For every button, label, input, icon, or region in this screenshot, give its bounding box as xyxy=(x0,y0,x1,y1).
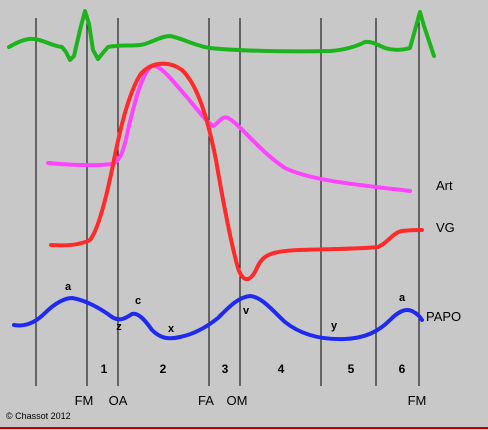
wave-label-a: a xyxy=(65,281,72,293)
ventricular-pressure-trace xyxy=(49,61,424,282)
event-label-om: OM xyxy=(227,393,248,408)
phase-label: 5 xyxy=(348,362,355,376)
phase-divider-lines xyxy=(35,18,420,386)
valve-event-labels: FM OA FA OM FM xyxy=(75,393,427,408)
wave-label-v: v xyxy=(243,305,250,317)
wave-label-x: x xyxy=(168,323,175,335)
wave-label-z: z xyxy=(116,321,122,333)
ecg-trace xyxy=(7,9,436,62)
event-label-fa: FA xyxy=(198,393,214,408)
event-label-fm-end: FM xyxy=(408,393,427,408)
trace-label-art: Art xyxy=(436,178,453,193)
phase-numbers: 1 2 3 4 5 6 xyxy=(101,362,406,376)
phase-label: 1 xyxy=(101,362,108,376)
papo-trace xyxy=(12,294,424,342)
copyright-credit: © Chassot 2012 xyxy=(6,411,71,421)
trace-label-vg: VG xyxy=(436,220,455,235)
phase-label: 4 xyxy=(278,362,285,376)
phase-label: 3 xyxy=(222,362,229,376)
arterial-pressure-trace xyxy=(46,63,412,193)
phase-label: 2 xyxy=(160,362,167,376)
event-label-oa: OA xyxy=(109,393,128,408)
phase-label: 6 xyxy=(399,362,406,376)
trace-label-papo: PAPO xyxy=(426,309,461,324)
wave-label-a-end: a xyxy=(399,292,406,304)
event-label-fm: FM xyxy=(75,393,94,408)
wave-label-c: c xyxy=(135,295,141,307)
wave-label-y: y xyxy=(331,320,338,332)
